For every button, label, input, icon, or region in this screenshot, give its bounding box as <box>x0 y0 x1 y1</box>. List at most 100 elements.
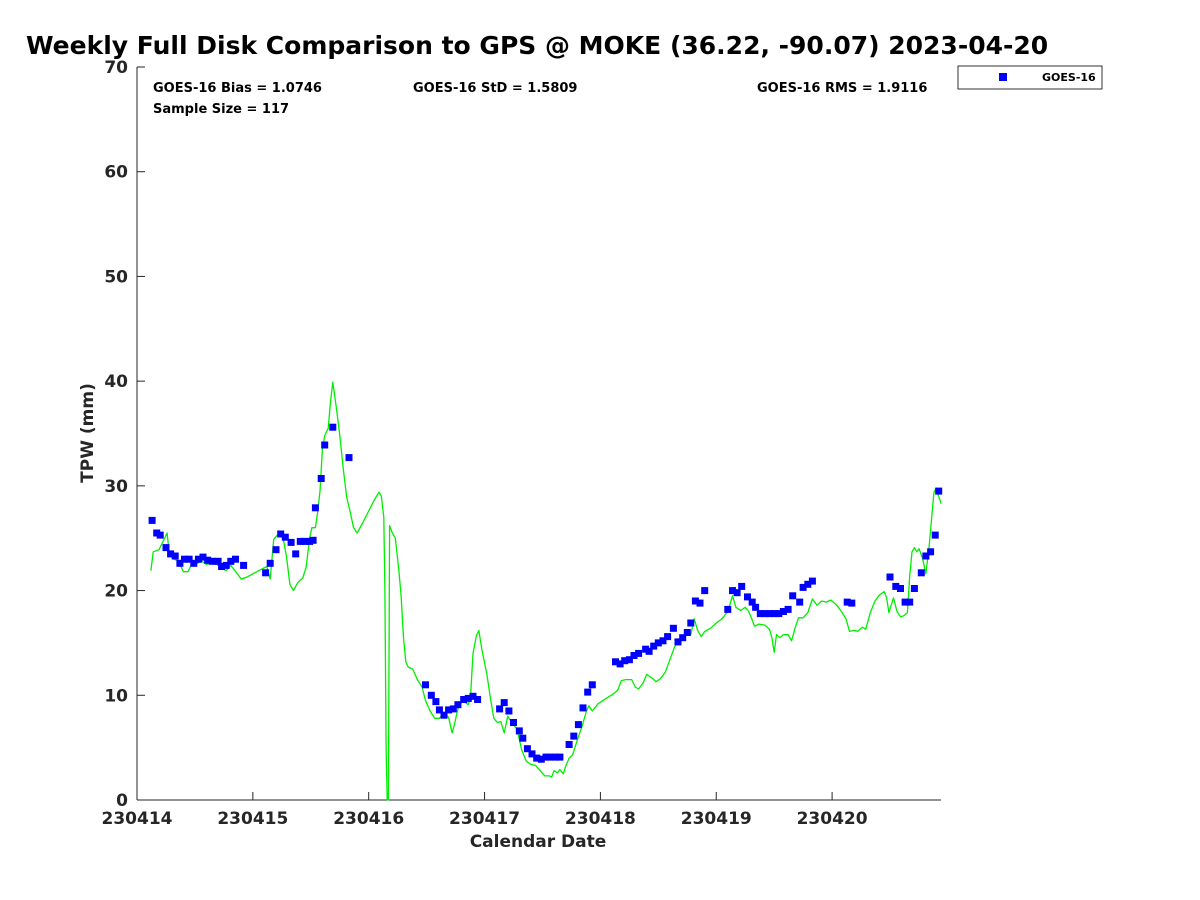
goes16-data-point <box>917 569 925 577</box>
goes16-data-point <box>474 696 482 703</box>
goes16-data-point <box>674 638 682 646</box>
goes16-data-point <box>645 647 653 655</box>
goes16-data-point <box>748 598 756 606</box>
goes16-data-point <box>922 552 930 560</box>
y-tick-label: 20 <box>104 582 128 602</box>
goes16-data-point <box>770 610 778 618</box>
goes16-data-point <box>537 755 545 763</box>
goes16-data-point <box>584 688 592 696</box>
goes16-data-point <box>669 624 677 632</box>
goes16-data-point <box>181 555 188 563</box>
goes16-data-point <box>156 531 164 539</box>
goes16-data-point <box>199 553 207 561</box>
goes16-data-point <box>214 557 222 565</box>
goes16-data-point <box>218 563 226 570</box>
goes16-data-point <box>804 580 812 588</box>
goes16-data-point <box>556 753 564 761</box>
goes16-data-point <box>469 692 477 700</box>
goes16-data-point <box>266 559 274 567</box>
goes16-data-point <box>625 656 633 664</box>
rms-stat: GOES-16 RMS = 1.9116 <box>757 81 927 96</box>
x-tick-label: 230417 <box>449 809 520 829</box>
goes16-data-point <box>766 610 773 618</box>
goes16-data-point <box>464 694 472 702</box>
goes16-data-point <box>432 698 440 706</box>
goes16-data-point <box>729 587 736 595</box>
goes16-data-point <box>523 745 531 753</box>
sample-size-stat: Sample Size = 117 <box>153 102 289 117</box>
goes16-data-point <box>528 750 536 758</box>
goes16-data-point <box>329 423 337 431</box>
goes16-data-point <box>171 552 179 560</box>
goes16-data-point <box>565 741 573 748</box>
goes16-data-point <box>162 544 170 552</box>
goes16-data-point <box>654 639 662 647</box>
goes16-data-point <box>449 705 457 713</box>
y-tick-label: 30 <box>104 477 128 497</box>
goes16-data-point <box>796 598 804 606</box>
goes16-data-point <box>194 555 202 563</box>
goes16-data-point <box>551 753 559 761</box>
x-tick-label: 230420 <box>797 809 868 829</box>
goes16-data-point <box>460 696 468 703</box>
goes16-data-point <box>775 610 783 618</box>
goes16-data-point <box>738 582 746 590</box>
goes16-data-point <box>309 536 317 544</box>
goes16-data-point <box>227 557 235 565</box>
goes16-data-point <box>547 753 555 761</box>
goes16-data-point <box>906 598 914 606</box>
goes16-data-point <box>848 599 856 607</box>
goes16-data-point <box>892 582 900 590</box>
goes16-data-point <box>345 454 353 462</box>
x-tick-label: 230416 <box>333 809 404 829</box>
goes16-data-point <box>190 559 198 567</box>
goes16-data-point <box>454 701 462 709</box>
goes16-data-point <box>621 657 629 665</box>
goes16-data-point <box>630 652 638 659</box>
legend-label-goes16: GOES-16 <box>1042 71 1096 84</box>
legend-box <box>957 65 1103 90</box>
goes16-data-point <box>435 706 443 714</box>
x-axis-label: Calendar Date <box>470 832 607 852</box>
x-tick-label: 230414 <box>102 809 173 829</box>
goes16-data-point <box>779 608 787 615</box>
goes16-data-point <box>515 727 523 735</box>
goes16-data-point <box>752 603 760 611</box>
goes16-data-point <box>843 598 851 606</box>
goes16-data-point <box>664 633 672 641</box>
goes16-data-point <box>185 555 193 563</box>
goes16-data-point <box>427 691 435 699</box>
goes16-data-point <box>588 681 596 689</box>
goes16-data-point <box>935 487 943 495</box>
goes16-data-point <box>317 475 325 482</box>
goes16-data-point <box>240 561 248 569</box>
goes16-data-point <box>799 583 807 591</box>
plot-area <box>148 381 943 801</box>
goes16-data-point <box>222 561 230 569</box>
goes16-data-point <box>612 658 619 666</box>
goes16-data-point <box>321 441 329 449</box>
goes16-data-point <box>579 704 587 712</box>
goes16-data-point <box>679 634 687 642</box>
goes16-data-point <box>733 589 741 597</box>
goes16-data-point <box>262 569 270 577</box>
goes16-data-point <box>542 753 550 761</box>
y-tick-label: 0 <box>116 791 128 811</box>
goes16-data-point <box>510 719 517 726</box>
goes16-data-point <box>292 550 300 558</box>
goes16-data-point <box>574 721 582 729</box>
goes16-data-point <box>505 707 513 715</box>
goes16-data-point <box>683 629 691 636</box>
goes16-data-point <box>886 573 894 581</box>
goes16-data-point <box>784 605 792 613</box>
goes16-data-point <box>301 537 309 545</box>
goes16-data-point <box>519 734 527 742</box>
goes16-data-point <box>687 619 695 627</box>
legend: GOES-16 <box>957 65 1103 90</box>
goes16-data-point <box>176 559 184 567</box>
goes16-data-point <box>808 577 816 585</box>
goes16-data-point <box>635 649 643 657</box>
goes16-data-point <box>756 610 764 618</box>
axes: 0 10 20 30 40 50 60 70 230414 230415 230416 230417 2… <box>102 58 941 829</box>
